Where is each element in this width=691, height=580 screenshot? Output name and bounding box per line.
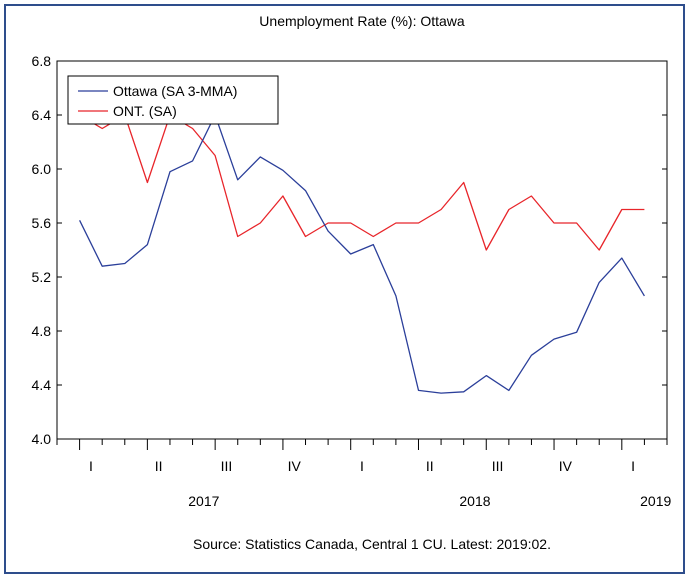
x-quarter-label: IV: [559, 458, 573, 474]
x-quarter-label: III: [221, 458, 233, 474]
legend-box: [67, 75, 279, 125]
y-tick-label: 4.4: [32, 377, 52, 393]
y-tick-label: 4.8: [32, 323, 52, 339]
source-note: Source: Statistics Canada, Central 1 CU.…: [193, 536, 551, 552]
y-axis: 4.0 4.4 4.8 5.2 5.6 6.0 6.4 6.8: [32, 53, 667, 447]
x-quarter-label: III: [492, 458, 504, 474]
y-tick-label: 5.6: [32, 215, 52, 231]
series-lines: [79, 114, 645, 394]
series-line: [79, 114, 645, 251]
x-quarter-label: I: [89, 458, 93, 474]
x-year-label: 2017: [188, 493, 219, 509]
x-quarter-label: I: [360, 458, 364, 474]
plot-area-frame: [56, 60, 668, 440]
x-year-label: 2019: [640, 493, 671, 509]
unemployment-chart: Unemployment Rate (%): Ottawa 4.0 4.4 4.8 5…: [32, 13, 672, 552]
x-quarter-label: II: [426, 458, 434, 474]
y-tick-label: 4.0: [32, 431, 52, 447]
series-line: [79, 114, 645, 394]
y-tick-label: 6.0: [32, 161, 52, 177]
x-quarter-label: I: [631, 458, 635, 474]
x-quarter-label: II: [155, 458, 163, 474]
chart-title: Unemployment Rate (%): Ottawa: [259, 13, 465, 29]
legend-label: ONT. (SA): [113, 103, 177, 119]
y-tick-label: 6.8: [32, 53, 52, 69]
y-tick-label: 5.2: [32, 269, 52, 285]
chart-frame: Unemployment Rate (%): Ottawa 4.0 4.4 4.8 5…: [4, 4, 685, 574]
y-tick-label: 6.4: [32, 107, 52, 123]
legend: Ottawa (SA 3-MMA) ONT. (SA): [67, 75, 279, 125]
x-quarter-label: IV: [288, 458, 302, 474]
x-year-label: 2018: [459, 493, 490, 509]
legend-label: Ottawa (SA 3-MMA): [113, 83, 237, 99]
